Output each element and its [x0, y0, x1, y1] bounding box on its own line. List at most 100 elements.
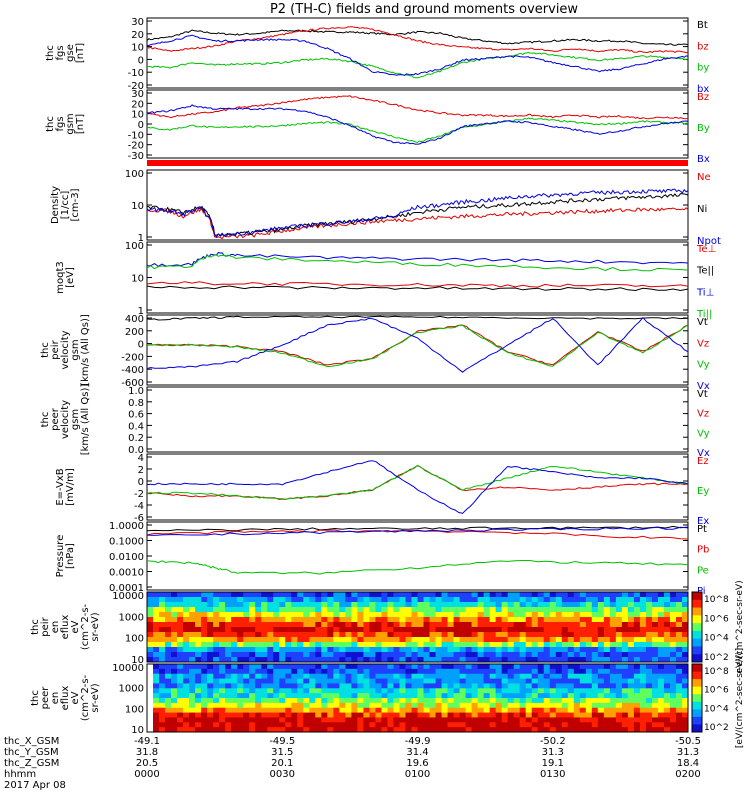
heatmap-cell — [519, 664, 527, 670]
heatmap-cell — [465, 607, 473, 613]
heatmap-cell — [447, 664, 455, 670]
heatmap-cell — [249, 642, 256, 648]
heatmap-cell — [651, 712, 659, 718]
heatmap-cell — [285, 647, 292, 653]
heatmap-cell — [663, 617, 671, 623]
heatmap-cell — [543, 642, 551, 648]
heatmap-cell — [279, 673, 286, 680]
heatmap-cell — [363, 592, 370, 598]
heatmap-cell — [321, 683, 328, 689]
heatmap-cell — [507, 683, 515, 689]
heatmap-cell — [291, 617, 298, 623]
heatmap-cell — [213, 597, 220, 603]
heatmap-cell — [423, 622, 431, 628]
heatmap-cell — [525, 592, 533, 598]
heatmap-cell — [603, 637, 611, 643]
heatmap-cell — [177, 707, 184, 714]
heatmap-cell — [303, 717, 310, 723]
heatmap-cell — [291, 592, 298, 598]
heatmap-cell — [585, 678, 593, 684]
heatmap-cell — [465, 637, 473, 643]
heatmap-cell — [177, 657, 184, 663]
heatmap-cell — [675, 627, 683, 633]
heatmap-cell — [327, 597, 334, 603]
heatmap-cell — [597, 693, 605, 699]
heatmap-cell — [219, 683, 226, 689]
heatmap-cell — [189, 652, 196, 658]
heatmap-cell — [219, 664, 226, 670]
heatmap-cell — [309, 652, 316, 658]
heatmap-cell — [411, 712, 418, 718]
heatmap-cell — [183, 664, 190, 670]
heatmap-cell — [465, 698, 473, 704]
heatmap-cell — [453, 627, 461, 633]
heatmap-cell — [411, 693, 418, 699]
heatmap-cell — [453, 602, 461, 608]
heatmap-cell — [321, 637, 328, 643]
heatmap-cell — [351, 688, 358, 694]
heatmap-cell — [177, 597, 184, 603]
heatmap-cell — [375, 664, 382, 670]
heatmap-cell — [465, 693, 473, 699]
heatmap-cell — [417, 602, 425, 608]
heatmap-cell — [609, 612, 617, 618]
heatmap-cell — [675, 678, 683, 684]
heatmap-cell — [249, 673, 256, 680]
heatmap-cell — [675, 637, 683, 643]
heatmap-cell — [351, 722, 358, 728]
heatmap-cell — [315, 647, 322, 653]
heatmap-cell — [459, 592, 467, 598]
heatmap-cell — [459, 647, 467, 653]
heatmap-cell — [435, 632, 443, 638]
heatmap-cell — [171, 622, 178, 628]
heatmap-cell — [339, 597, 346, 603]
heatmap-cell — [267, 722, 274, 728]
heatmap-cell — [297, 647, 304, 653]
heatmap-cell — [669, 642, 677, 648]
heatmap-cell — [579, 592, 587, 598]
heatmap-cell — [411, 592, 418, 598]
heatmap-cell — [363, 612, 370, 618]
heatmap-cell — [411, 707, 418, 714]
heatmap-cell — [261, 632, 268, 638]
heatmap-cell — [231, 668, 238, 675]
heatmap-cell — [405, 637, 412, 643]
heatmap-cell — [321, 693, 328, 699]
heatmap-cell — [477, 607, 485, 613]
heatmap-cell — [615, 722, 623, 728]
heatmap-cell — [165, 707, 172, 714]
heatmap-cell — [261, 622, 268, 628]
heatmap-cell — [513, 622, 521, 628]
heatmap-cell — [333, 712, 340, 718]
y-tick-label: 400 — [125, 314, 144, 325]
heatmap-cell — [171, 678, 178, 684]
heatmap-cell — [663, 592, 671, 598]
heatmap-cell — [507, 712, 515, 718]
heatmap-cell — [489, 622, 497, 628]
heatmap-cell — [471, 722, 479, 728]
heatmap-cell — [423, 678, 431, 684]
heatmap-cell — [213, 657, 220, 663]
legend-entry: By — [697, 123, 710, 134]
heatmap-cell — [315, 657, 322, 663]
heatmap-cell — [321, 592, 328, 598]
heatmap-cell — [561, 707, 569, 714]
heatmap-cell — [237, 627, 244, 633]
heatmap-cell — [387, 668, 394, 675]
heatmap-cell — [261, 652, 268, 658]
heatmap-cell — [411, 622, 418, 628]
heatmap-cell — [333, 642, 340, 648]
heatmap-cell — [417, 607, 425, 613]
heatmap-cell — [555, 702, 563, 709]
heatmap-cell — [525, 652, 533, 658]
heatmap-cell — [531, 617, 539, 623]
heatmap-cell — [621, 712, 629, 718]
heatmap-cell — [531, 632, 539, 638]
heatmap-cell — [555, 607, 563, 613]
colorbar-cell — [692, 630, 702, 640]
heatmap-cell — [399, 664, 406, 670]
heatmap-cell — [657, 712, 665, 718]
heatmap-cell — [579, 642, 587, 648]
heatmap-cell — [501, 607, 509, 613]
heatmap-cell — [315, 707, 322, 714]
